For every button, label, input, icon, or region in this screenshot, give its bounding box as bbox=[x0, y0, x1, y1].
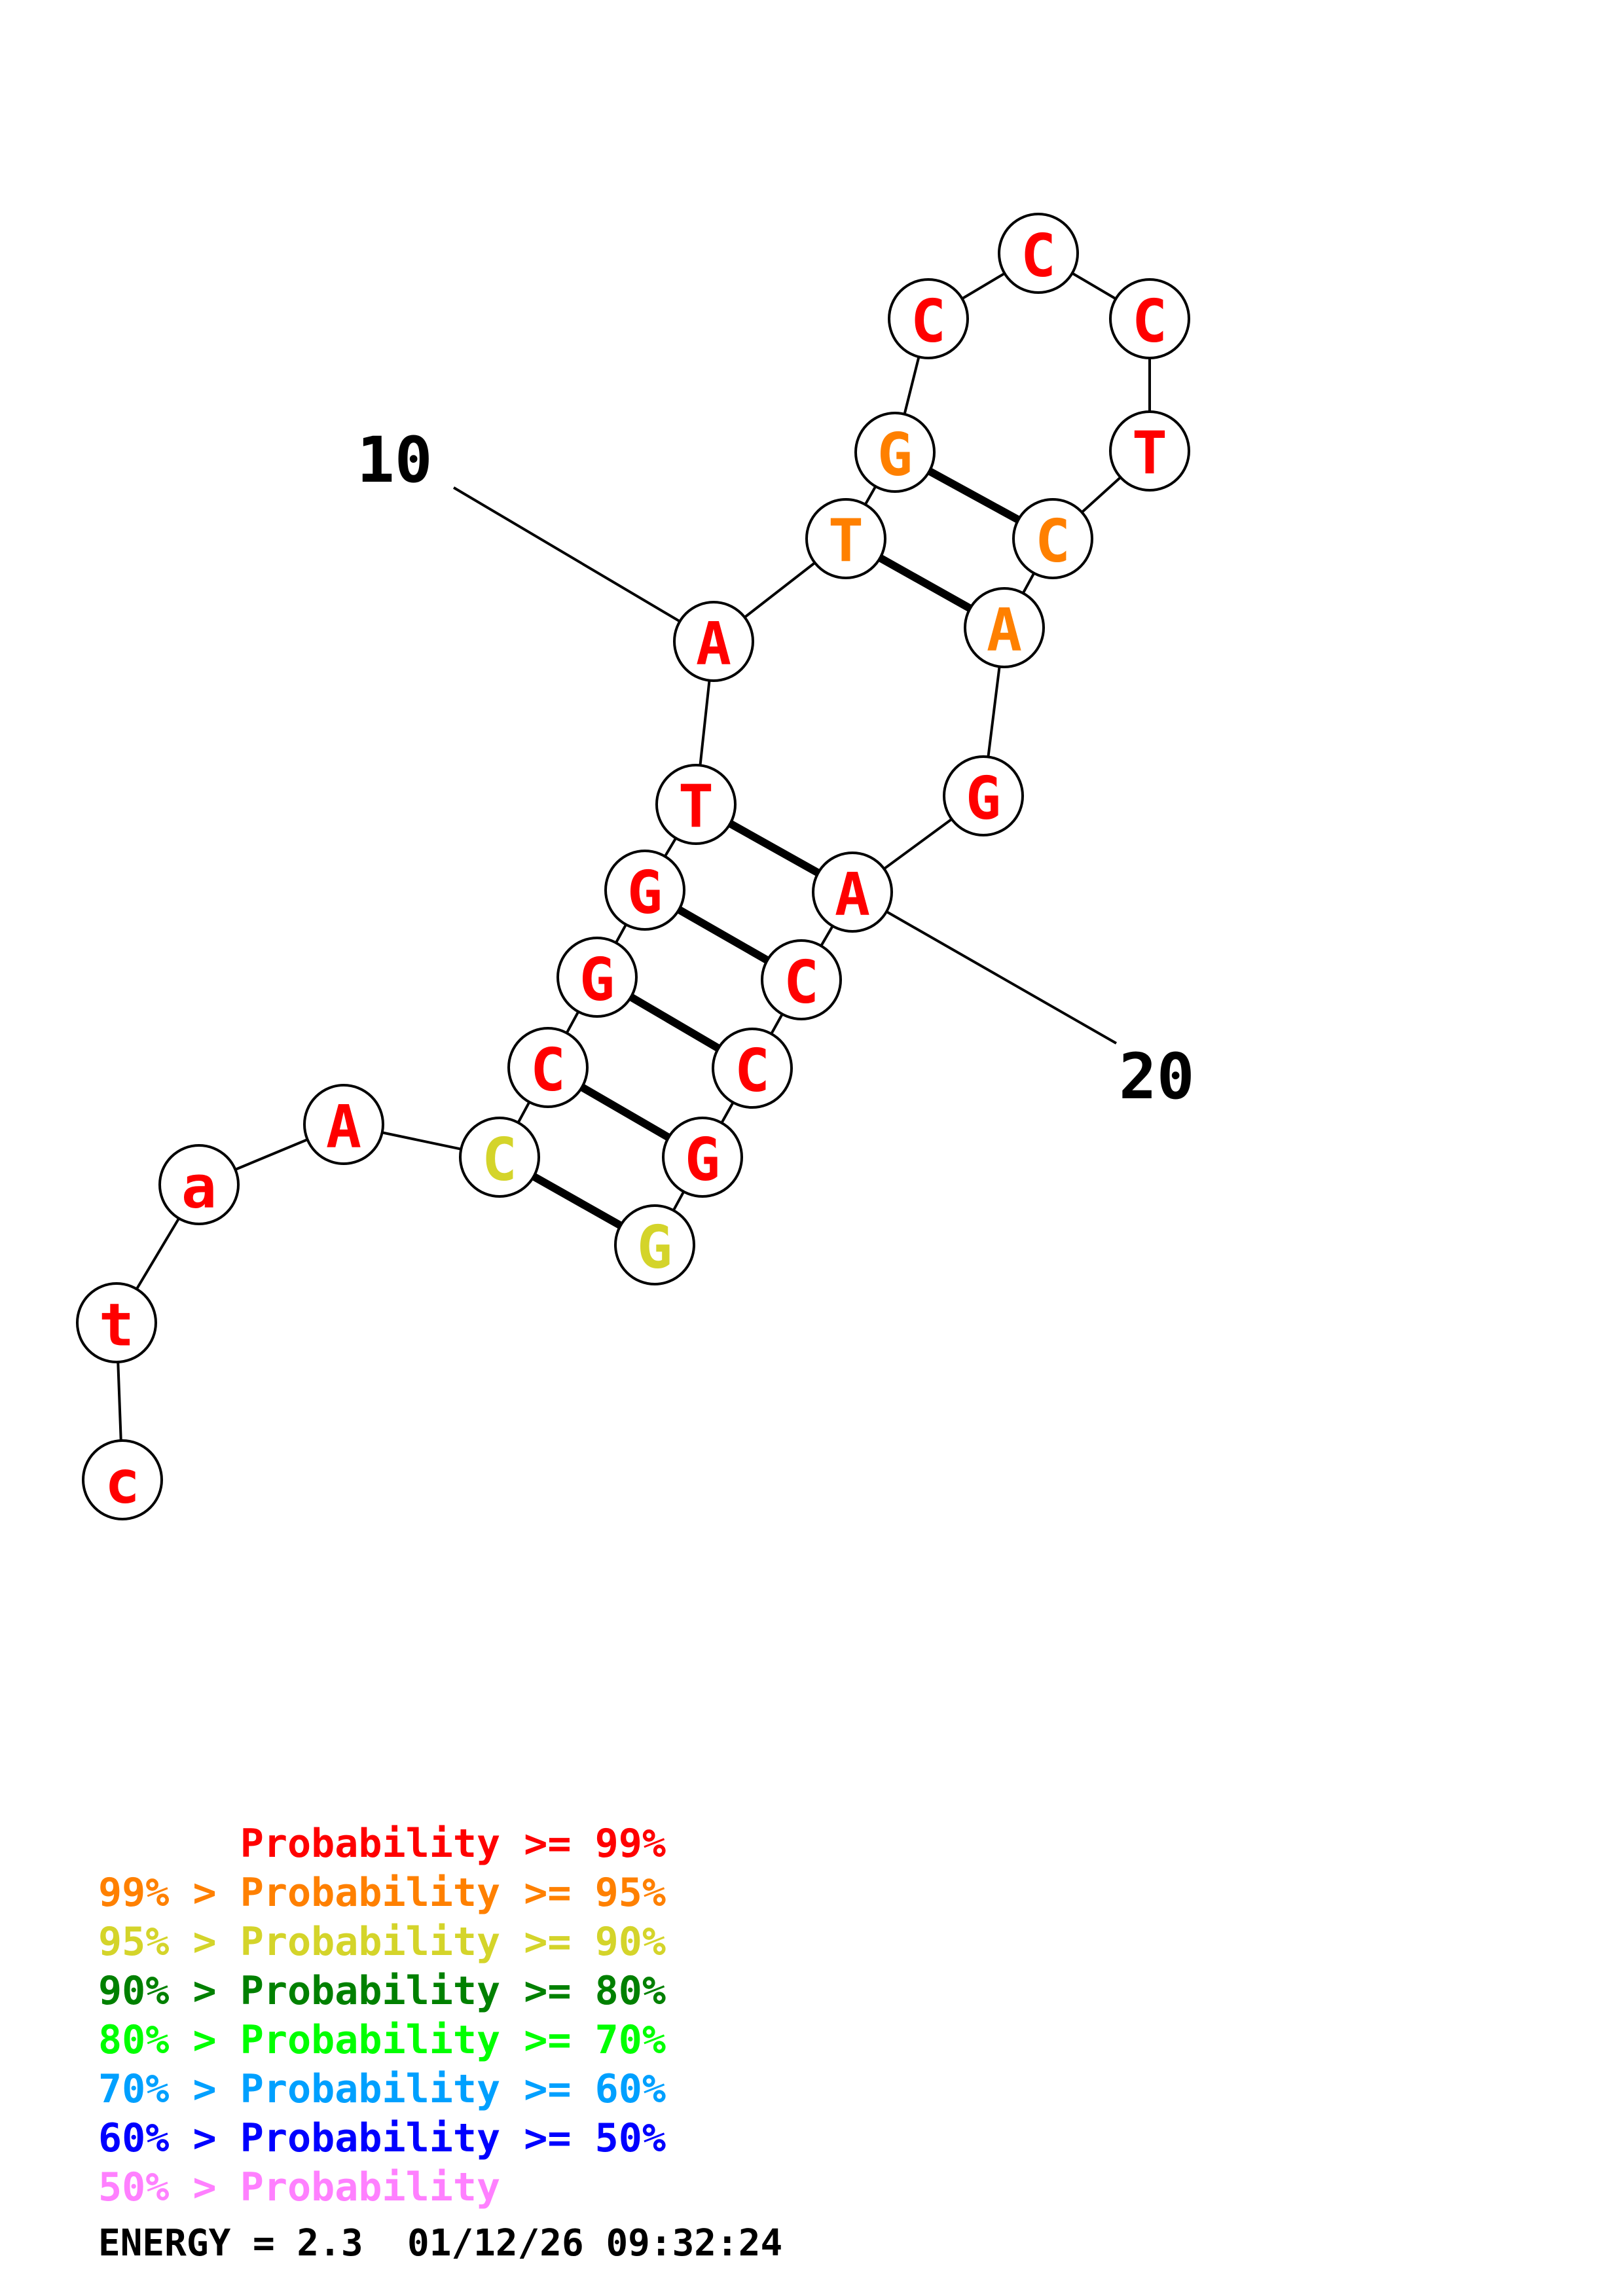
nucleotide-circle bbox=[655, 764, 737, 845]
nucleotide-circle bbox=[943, 755, 1024, 836]
position-tick-10 bbox=[452, 486, 715, 643]
nucleotide-letter: T bbox=[678, 773, 714, 842]
nucleotide: C bbox=[712, 1028, 793, 1109]
nucleotide-letter: A bbox=[835, 861, 870, 929]
nucleotide-letter: G bbox=[877, 421, 913, 490]
nucleotide: C bbox=[507, 1027, 589, 1108]
legend-row: 70% > Probability >= 60% bbox=[98, 2066, 666, 2112]
position-label-20: 20 bbox=[1119, 1040, 1195, 1113]
probability-legend: Probability >= 99% 99% > Probability >= 9… bbox=[98, 1820, 666, 2212]
nucleotide: A bbox=[673, 601, 754, 682]
nucleotide-circle bbox=[1012, 498, 1093, 579]
legend-row: 60% > Probability >= 50% bbox=[98, 2115, 666, 2161]
nucleotide-circle bbox=[1109, 278, 1190, 359]
nucleotide-circle bbox=[1109, 410, 1190, 492]
nucleotide-circle bbox=[761, 939, 842, 1020]
nucleotide-letter: A bbox=[987, 596, 1022, 665]
nucleotide: A bbox=[812, 852, 893, 933]
nucleotide: c bbox=[82, 1439, 163, 1520]
nucleotide-circle bbox=[303, 1084, 384, 1165]
nucleotide-letter: t bbox=[99, 1291, 134, 1360]
nucleotide: C bbox=[998, 213, 1079, 294]
nucleotide-letter: C bbox=[482, 1126, 517, 1194]
nucleotide: G bbox=[854, 412, 936, 493]
nucleotide-letter: T bbox=[1132, 420, 1167, 488]
legend-row: 80% > Probability >= 70% bbox=[98, 2017, 666, 2063]
legend-row: 90% > Probability >= 80% bbox=[98, 1968, 666, 2014]
nucleotide: G bbox=[662, 1117, 743, 1198]
nucleotide: T bbox=[805, 498, 886, 579]
nucleotide-circle bbox=[604, 850, 685, 931]
nucleotide: a bbox=[158, 1144, 240, 1225]
nucleotide-letter: G bbox=[685, 1126, 720, 1194]
legend-row: Probability >= 99% bbox=[98, 1821, 666, 1867]
nucleotide: A bbox=[964, 587, 1045, 668]
position-ticks bbox=[452, 486, 1117, 1045]
nucleotide: C bbox=[761, 939, 842, 1020]
position-label-10: 10 bbox=[357, 423, 433, 497]
position-tick-20 bbox=[852, 891, 1117, 1045]
nucleotide-letter: C bbox=[911, 287, 946, 356]
nucleotide-circle bbox=[82, 1439, 163, 1520]
nucleotide: A bbox=[303, 1084, 384, 1165]
nucleotide: T bbox=[655, 764, 737, 845]
nucleotide-circle bbox=[507, 1027, 589, 1108]
nucleotide: C bbox=[1012, 498, 1093, 579]
nucleotide: G bbox=[943, 755, 1024, 836]
nucleotide: C bbox=[888, 278, 969, 359]
nucleotide: C bbox=[1109, 278, 1190, 359]
nucleotide-letter: A bbox=[696, 610, 731, 679]
legend-row: 99% > Probability >= 95% bbox=[98, 1870, 666, 1916]
nucleotide-letter: C bbox=[1132, 287, 1167, 356]
nucleotide: G bbox=[556, 937, 638, 1018]
nucleotide: t bbox=[76, 1282, 157, 1363]
nucleotide-letter: C bbox=[1035, 507, 1070, 576]
base-pairs bbox=[498, 448, 1055, 1249]
nucleotide-circle bbox=[614, 1204, 695, 1285]
nucleotide-letter: G bbox=[579, 946, 615, 1014]
nucleotide-letter: c bbox=[105, 1448, 140, 1517]
nucleotide-circle bbox=[888, 278, 969, 359]
nucleotide-letter: C bbox=[530, 1036, 566, 1105]
energy-footer: ENERGY = 2.3 01/12/26 09:32:24 bbox=[98, 2222, 783, 2265]
nucleotide-circle bbox=[812, 852, 893, 933]
nucleotide-letter: A bbox=[326, 1093, 361, 1162]
nucleotide-circle bbox=[459, 1117, 540, 1198]
nucleotide-circle bbox=[805, 498, 886, 579]
nucleotide-circle bbox=[556, 937, 638, 1018]
nucleotide-circle bbox=[673, 601, 754, 682]
nucleotide-circle bbox=[998, 213, 1079, 294]
position-labels: 10 20 bbox=[357, 423, 1195, 1113]
nucleotide: G bbox=[614, 1204, 695, 1285]
nucleotide-letter: G bbox=[966, 764, 1001, 833]
nucleotide-circle bbox=[712, 1028, 793, 1109]
nucleotide-letter: T bbox=[828, 507, 864, 576]
nucleotide-letter: C bbox=[735, 1037, 770, 1105]
nucleotide: G bbox=[604, 850, 685, 931]
nucleotide-circle bbox=[964, 587, 1045, 668]
nucleotide-letter: G bbox=[627, 859, 663, 927]
nucleotide: C bbox=[459, 1117, 540, 1198]
nucleotide-letter: C bbox=[784, 948, 819, 1017]
nucleotide-letter: G bbox=[637, 1213, 672, 1282]
nucleotide-letter: C bbox=[1021, 222, 1056, 291]
nucleotide: T bbox=[1109, 410, 1190, 492]
nucleotide-circle bbox=[76, 1282, 157, 1363]
nucleotide-circle bbox=[662, 1117, 743, 1198]
nucleotide-letter: a bbox=[181, 1153, 217, 1222]
legend-row: 50% > Probability bbox=[98, 2164, 501, 2210]
nucleotide-circle bbox=[854, 412, 936, 493]
nucleotide-circle bbox=[158, 1144, 240, 1225]
legend-row: 95% > Probability >= 90% bbox=[98, 1919, 666, 1965]
